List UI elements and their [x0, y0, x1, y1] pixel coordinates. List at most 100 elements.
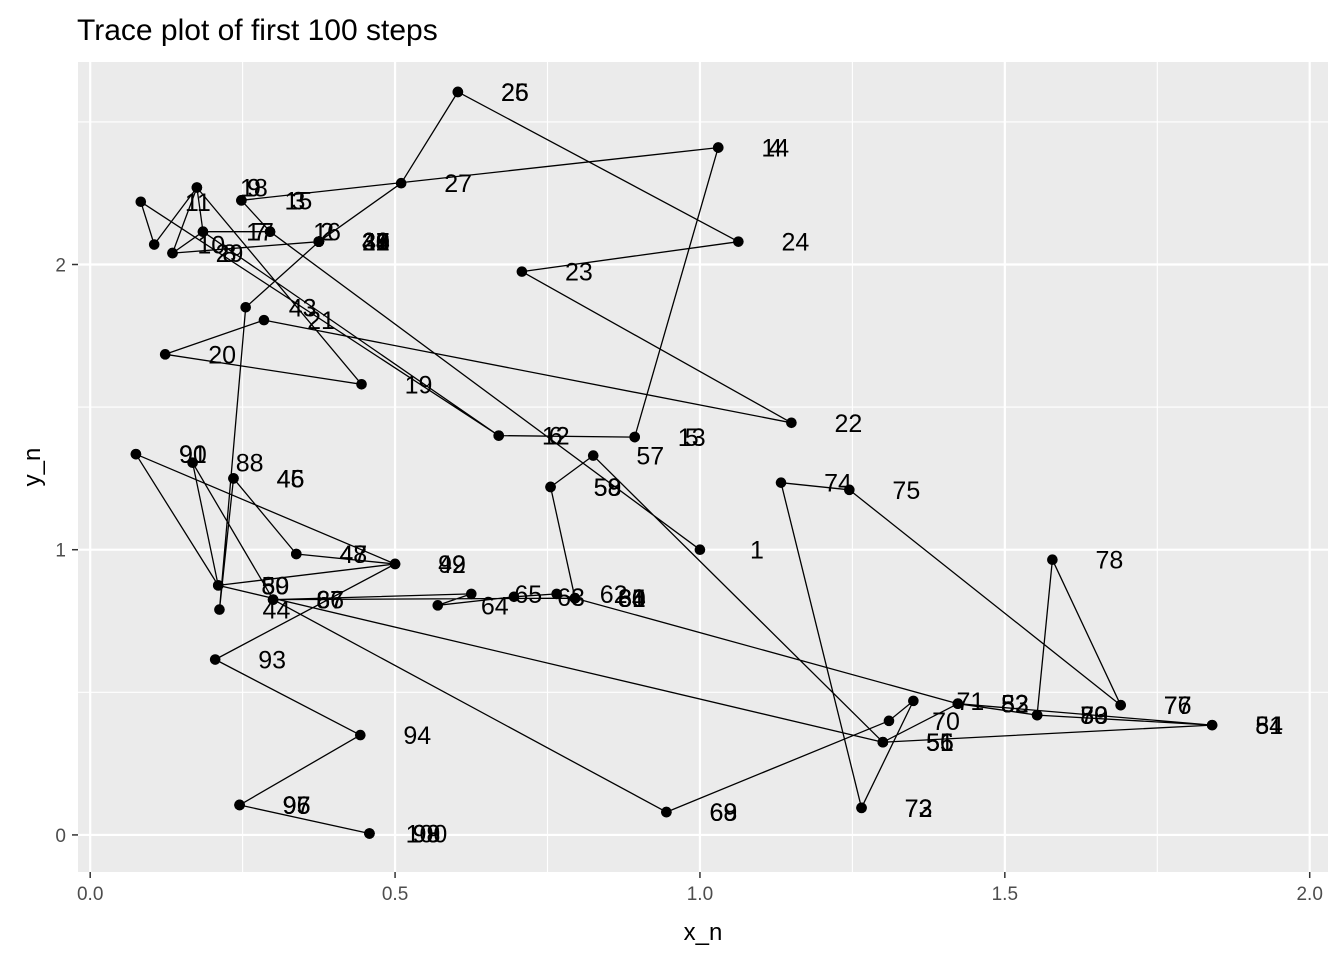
x-axis-title: x_n	[684, 919, 723, 946]
plot-panel	[78, 62, 1328, 872]
point-label: 99	[413, 820, 441, 848]
point-label: 40	[362, 229, 390, 257]
point-label: 42	[362, 229, 390, 257]
trace-point	[1047, 554, 1058, 565]
point-label: 95	[283, 792, 311, 820]
point-label: 3	[291, 187, 305, 215]
x-tick-label: 2.0	[1296, 884, 1322, 905]
point-label: 57	[636, 443, 664, 471]
point-label: 68	[710, 799, 738, 827]
trace-point	[545, 481, 556, 493]
trace-point	[214, 604, 225, 615]
point-label: 41	[362, 229, 390, 257]
point-label: 79	[1080, 702, 1108, 730]
point-label: 6	[549, 423, 563, 451]
point-label: 29	[216, 240, 244, 268]
chart-title: Trace plot of first 100 steps	[77, 14, 438, 47]
point-label: 55	[926, 729, 954, 757]
point-label: 8	[223, 240, 237, 268]
trace-point	[587, 450, 599, 461]
point-label: 9	[247, 174, 261, 202]
trace-point	[493, 430, 505, 441]
point-label: 10	[197, 232, 225, 260]
point-label: 21	[307, 307, 335, 335]
trace-point	[952, 698, 964, 710]
point-label: 58	[594, 474, 622, 502]
point-label: 89	[261, 572, 289, 600]
point-label: 65	[514, 581, 542, 609]
trace-point	[209, 654, 221, 665]
trace-point	[775, 477, 787, 488]
trace-point	[167, 247, 178, 259]
point-label: 51	[926, 729, 954, 757]
trace-point	[135, 196, 147, 208]
trace-point	[733, 236, 744, 247]
point-label: 82	[1001, 691, 1029, 719]
trace-point	[236, 195, 247, 206]
trace-point	[197, 226, 209, 238]
point-label: 49	[438, 551, 466, 579]
point-label: 53	[1080, 702, 1108, 730]
point-label: 75	[892, 477, 920, 505]
point-label: 30	[362, 229, 390, 257]
x-tick-label: 0.5	[382, 884, 408, 905]
point-label: 28	[362, 229, 390, 257]
point-label: 64	[481, 592, 509, 620]
trace-point	[264, 226, 276, 238]
point-label: 13	[678, 424, 706, 452]
point-label: 24	[781, 229, 809, 257]
trace-point	[694, 544, 706, 556]
y-tick-label: 1	[55, 541, 66, 562]
point-label: 23	[565, 259, 593, 287]
trace-point	[661, 806, 672, 818]
trace-point	[1031, 709, 1043, 721]
point-label: 77	[1164, 692, 1192, 720]
trace-point	[712, 142, 724, 153]
point-label: 22	[835, 410, 863, 438]
trace-point	[212, 580, 224, 591]
trace-points	[130, 86, 1218, 839]
point-label: 100	[406, 820, 448, 848]
point-label: 85	[618, 585, 646, 613]
trace-point	[432, 600, 444, 611]
point-label: 14	[761, 135, 789, 163]
trace-point	[228, 473, 239, 484]
point-label: 50	[261, 572, 289, 600]
point-label: 11	[185, 189, 211, 217]
point-label: 5	[685, 424, 699, 452]
point-label: 44	[263, 597, 291, 625]
point-label: 19	[405, 371, 433, 399]
trace-point	[240, 301, 251, 313]
point-label: 96	[283, 792, 311, 820]
trace-point	[234, 799, 245, 811]
trace-point	[313, 236, 325, 247]
point-label: 93	[258, 647, 286, 675]
point-label: 31	[362, 229, 390, 257]
point-label: 94	[403, 722, 431, 750]
point-label: 27	[444, 170, 472, 198]
trace-point	[356, 378, 367, 390]
point-label: 86	[618, 585, 646, 613]
trace-point	[395, 177, 407, 189]
point-label: 73	[905, 795, 933, 823]
point-label: 90	[179, 441, 207, 469]
point-label: 33	[362, 229, 390, 257]
point-label: 62	[600, 581, 628, 609]
point-label: 76	[1164, 692, 1192, 720]
trace-point	[844, 484, 855, 496]
x-tick-label: 0.0	[77, 884, 103, 905]
trace-point	[187, 457, 198, 469]
point-label: 18	[240, 174, 268, 202]
trace-point	[883, 715, 895, 727]
point-label: 1	[750, 537, 764, 565]
trace-point	[465, 588, 477, 600]
point-label: 97	[283, 792, 311, 820]
point-label: 70	[932, 708, 960, 736]
point-label: 88	[236, 450, 264, 478]
point-label: 45	[277, 465, 305, 493]
point-label: 69	[710, 799, 738, 827]
point-label: 12	[542, 423, 570, 451]
